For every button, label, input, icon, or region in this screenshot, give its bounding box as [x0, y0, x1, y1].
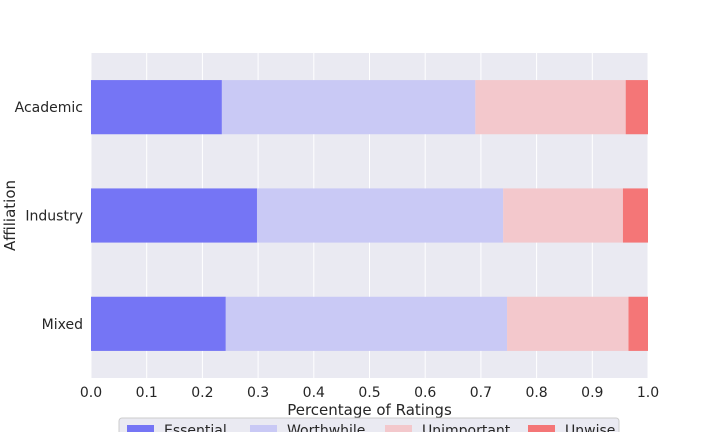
legend-swatch — [127, 425, 154, 432]
x-tick-label: 0.9 — [581, 385, 603, 401]
bar-segment-worthwhile — [221, 80, 476, 135]
legend-label: Unwise — [565, 423, 615, 432]
x-tick-label: 0.1 — [136, 385, 158, 401]
bars — [91, 80, 648, 351]
x-tick-label: 0.0 — [80, 385, 102, 401]
legend-label: Essential — [164, 423, 227, 432]
legend-label: Unimportant — [422, 423, 511, 432]
bar-segment-unwise — [622, 188, 648, 243]
legend: Essential Worthwhile Unimportant Unwise — [118, 417, 620, 432]
y-ticks: Academic Industry Mixed — [15, 100, 83, 333]
x-tick-label: 0.2 — [191, 385, 213, 401]
y-tick-label: Industry — [25, 209, 83, 225]
legend-box — [118, 417, 620, 432]
x-ticks: 0.0 0.1 0.2 0.3 0.4 0.5 0.6 0.7 0.8 0.9 1.0 — [80, 385, 659, 401]
bar-segment-worthwhile — [256, 188, 504, 243]
bar-segment-unwise — [628, 296, 648, 351]
bar-segment-worthwhile — [225, 296, 508, 351]
x-tick-label: 0.8 — [525, 385, 547, 401]
x-tick-label: 0.4 — [303, 385, 325, 401]
x-tick-label: 0.7 — [470, 385, 492, 401]
y-axis-title: Affiliation — [1, 180, 19, 251]
y-tick-label: Academic — [15, 100, 83, 116]
x-tick-label: 0.6 — [414, 385, 436, 401]
legend-label: Worthwhile — [287, 423, 365, 432]
bar-segment-essential — [91, 296, 226, 351]
legend-swatch — [250, 425, 277, 432]
bar-segment-unimportant — [475, 80, 626, 135]
bar-segment-essential — [91, 188, 257, 243]
bar-segment-unimportant — [507, 296, 629, 351]
legend-swatch — [528, 425, 555, 432]
bar-segment-unwise — [625, 80, 648, 135]
x-tick-label: 1.0 — [637, 385, 659, 401]
legend-swatch — [385, 425, 412, 432]
x-axis-title: Percentage of Ratings — [287, 401, 452, 419]
bar-segment-essential — [91, 80, 222, 135]
x-tick-label: 0.3 — [247, 385, 269, 401]
y-tick-label: Mixed — [42, 317, 83, 333]
x-tick-label: 0.5 — [358, 385, 380, 401]
bar-segment-unimportant — [503, 188, 623, 243]
